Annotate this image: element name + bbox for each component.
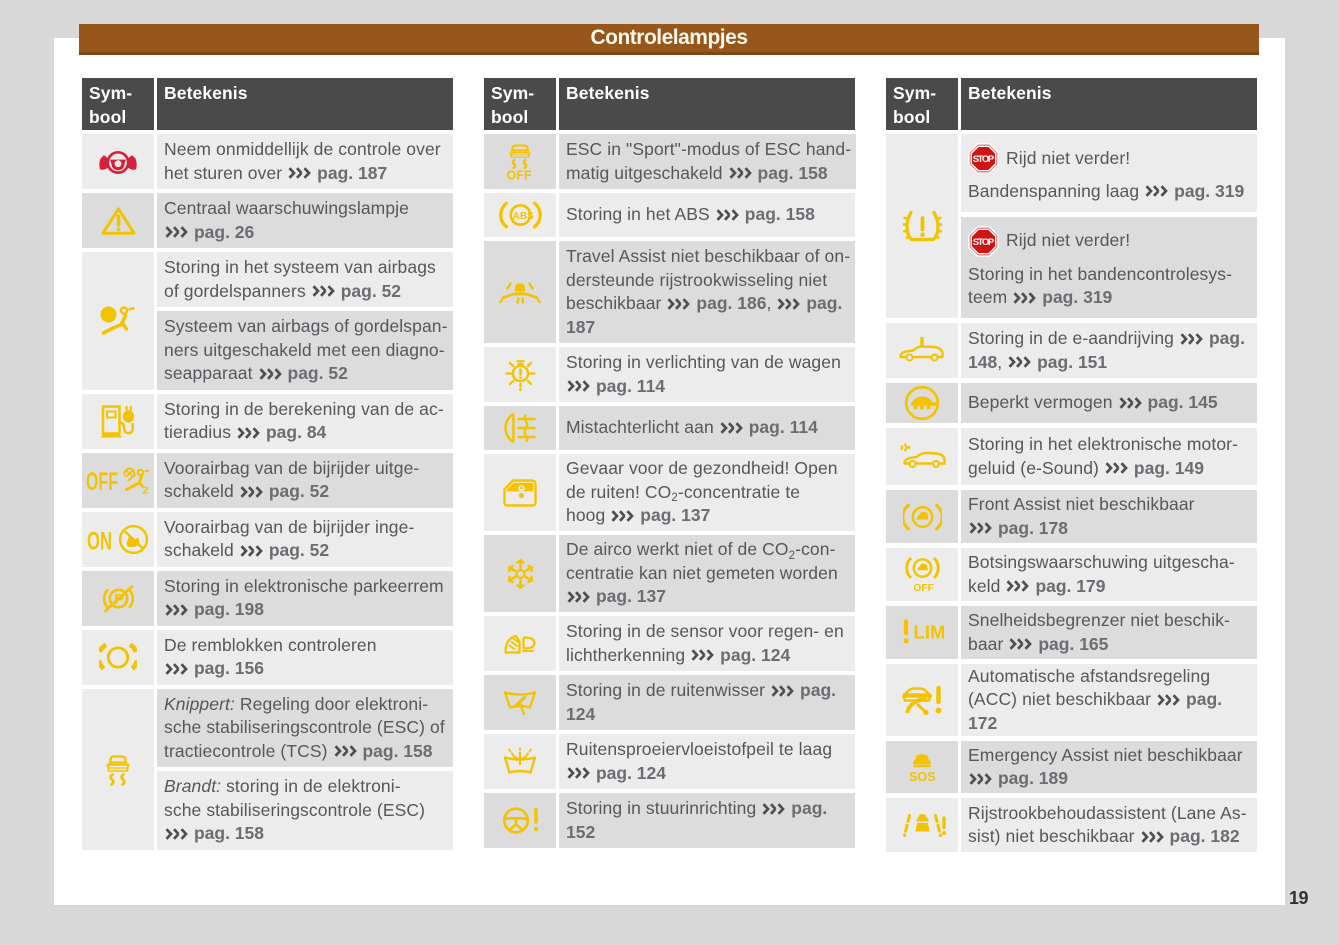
- svg-text:2: 2: [143, 485, 149, 495]
- svg-text:LIM: LIM: [913, 622, 944, 643]
- svg-text:STOP: STOP: [973, 237, 995, 248]
- svg-text:OFF: OFF: [507, 168, 533, 180]
- svg-text:SOS: SOS: [909, 770, 936, 783]
- svg-text:OFF: OFF: [913, 583, 933, 592]
- svg-text:ON: ON: [87, 527, 112, 555]
- svg-text:STOP: STOP: [973, 154, 995, 165]
- svg-text:OFF: OFF: [86, 468, 118, 494]
- svg-text:ABS: ABS: [512, 211, 533, 222]
